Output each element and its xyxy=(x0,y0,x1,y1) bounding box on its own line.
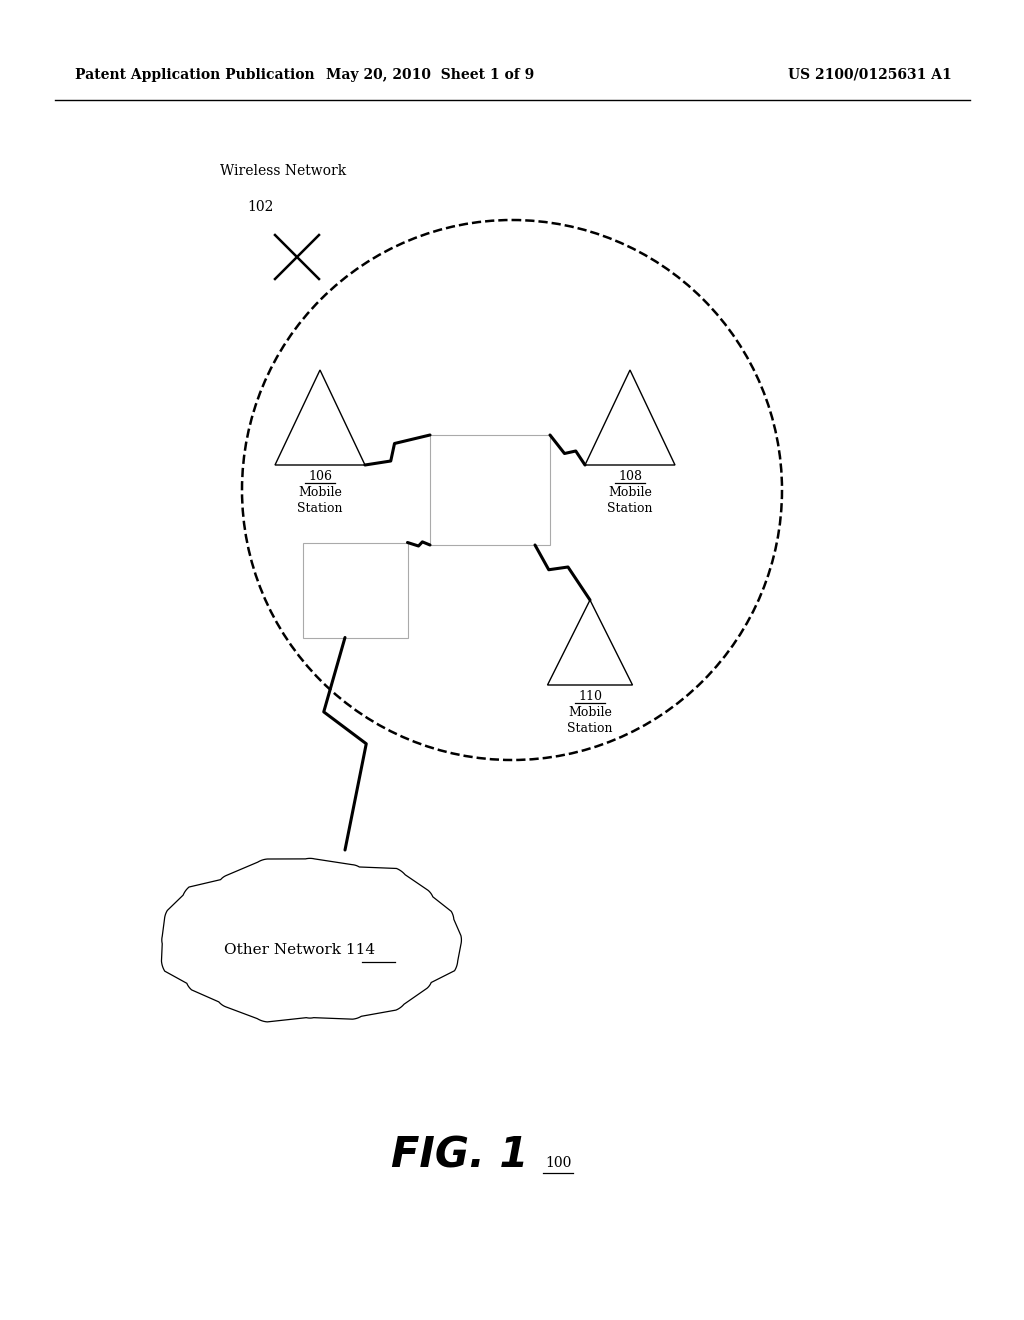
Bar xyxy=(430,436,550,545)
Text: 104: 104 xyxy=(477,502,503,516)
Text: 112: 112 xyxy=(342,598,369,612)
Text: 100: 100 xyxy=(545,1156,571,1170)
Text: Station: Station xyxy=(607,502,652,515)
Text: Base: Base xyxy=(473,470,507,484)
Text: Mobile: Mobile xyxy=(608,486,652,499)
Polygon shape xyxy=(548,601,633,685)
Polygon shape xyxy=(275,370,365,465)
Text: Station: Station xyxy=(297,502,343,515)
Text: May 20, 2010  Sheet 1 of 9: May 20, 2010 Sheet 1 of 9 xyxy=(326,69,535,82)
Text: Station: Station xyxy=(465,486,515,500)
Text: Mobile: Mobile xyxy=(298,486,342,499)
Text: 110: 110 xyxy=(578,690,602,704)
Bar xyxy=(302,543,408,638)
Polygon shape xyxy=(162,858,462,1022)
Polygon shape xyxy=(585,370,675,465)
Text: Mobile: Mobile xyxy=(568,706,612,719)
Text: Station: Station xyxy=(567,722,612,735)
Text: FIG. 1: FIG. 1 xyxy=(391,1134,528,1176)
Text: Gateway: Gateway xyxy=(325,578,386,591)
Text: Other Network 114: Other Network 114 xyxy=(224,942,376,957)
Text: 108: 108 xyxy=(618,470,642,483)
Text: Patent Application Publication: Patent Application Publication xyxy=(75,69,314,82)
Text: US 2100/0125631 A1: US 2100/0125631 A1 xyxy=(788,69,952,82)
Text: Wireless Network: Wireless Network xyxy=(220,164,346,178)
Text: 102: 102 xyxy=(247,201,273,214)
Text: 106: 106 xyxy=(308,470,332,483)
